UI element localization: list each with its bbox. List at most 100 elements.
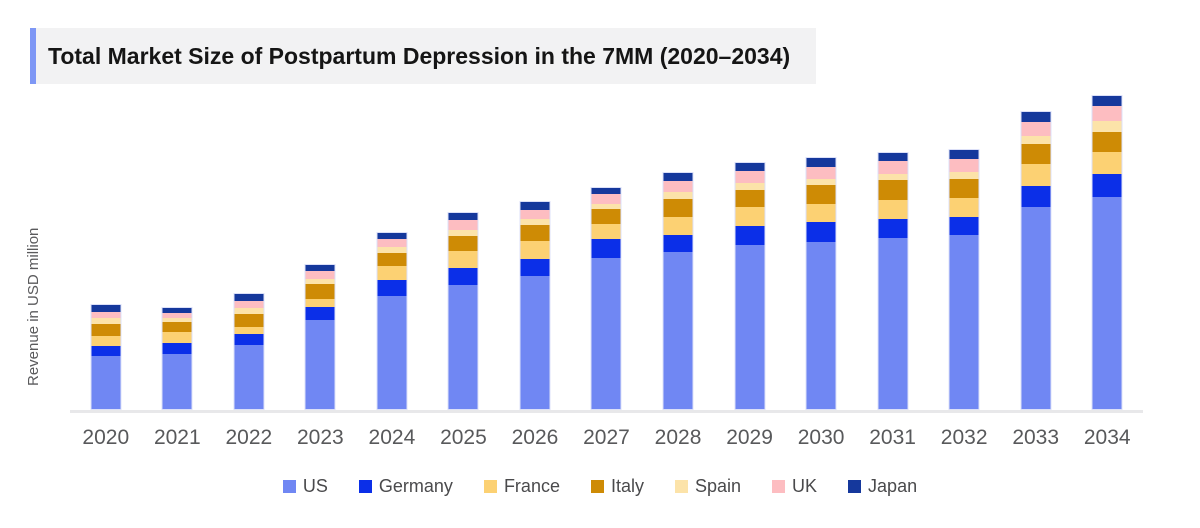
bar-segment-uk-2022 <box>234 300 264 308</box>
stacked-bar-2032 <box>948 149 980 410</box>
x-tick-label-2031: 2031 <box>869 426 916 449</box>
stacked-bar-2021 <box>161 306 193 410</box>
legend-item-japan: Japan <box>848 476 917 497</box>
bar-slot-2031 <box>857 88 929 410</box>
bar-slot-2020 <box>70 88 142 410</box>
bar-segment-germany-2023 <box>305 307 335 320</box>
bar-segment-uk-2031 <box>878 161 908 174</box>
legend-item-us: US <box>282 476 328 497</box>
bar-segment-spain-2024 <box>377 247 407 253</box>
bar-segment-italy-2028 <box>663 198 693 217</box>
bar-segment-italy-2021 <box>162 322 192 332</box>
bar-slot-2028 <box>642 88 714 410</box>
bar-segment-spain-2023 <box>305 278 335 284</box>
bar-slot-2022 <box>213 88 285 410</box>
bar-segment-italy-2032 <box>949 178 979 198</box>
bar-segment-uk-2021 <box>162 313 192 318</box>
bar-segment-us-2032 <box>949 235 979 409</box>
bars-row <box>70 88 1143 410</box>
bar-segment-japan-2034 <box>1092 96 1122 106</box>
bar-segment-italy-2029 <box>735 189 765 207</box>
bar-segment-us-2027 <box>591 257 621 409</box>
bar-segment-italy-2031 <box>878 180 908 200</box>
legend-label-france: France <box>503 476 560 496</box>
bar-segment-japan-2031 <box>878 152 908 161</box>
bar-segment-germany-2025 <box>448 267 478 285</box>
bar-segment-japan-2024 <box>377 233 407 239</box>
bar-segment-spain-2021 <box>162 318 192 322</box>
x-tick-label-2025: 2025 <box>440 426 487 449</box>
bar-segment-uk-2027 <box>591 194 621 204</box>
page-title: Total Market Size of Postpartum Depressi… <box>48 42 791 69</box>
bar-segment-france-2032 <box>949 197 979 217</box>
bar-segment-france-2020 <box>91 336 121 346</box>
bar-segment-uk-2026 <box>520 209 550 219</box>
bar-segment-uk-2033 <box>1021 122 1051 136</box>
bar-segment-germany-2031 <box>878 218 908 238</box>
x-tick-label-2030: 2030 <box>797 426 845 449</box>
bar-segment-germany-2026 <box>520 258 550 276</box>
legend-swatch-spain <box>674 480 688 493</box>
x-tick-label-2026: 2026 <box>511 426 559 449</box>
bar-segment-france-2024 <box>377 266 407 280</box>
x-tick-label-2032: 2032 <box>940 426 988 449</box>
x-tick-label-2024: 2024 <box>368 426 416 449</box>
legend-item-germany: Germany <box>358 476 453 497</box>
title-accent-bar <box>30 28 36 84</box>
bar-segment-us-2021 <box>162 354 192 409</box>
bar-segment-spain-2031 <box>878 173 908 180</box>
y-axis-label: Revenue in USD million <box>25 227 42 387</box>
bar-segment-italy-2027 <box>591 209 621 224</box>
stacked-bar-2029 <box>734 161 766 410</box>
bar-segment-uk-2030 <box>806 166 836 179</box>
legend-item-spain: Spain <box>674 476 741 497</box>
bar-segment-italy-2022 <box>234 314 264 327</box>
bar-segment-us-2028 <box>663 252 693 409</box>
chart-title-block: Total Market Size of Postpartum Depressi… <box>30 28 817 84</box>
bar-segment-germany-2033 <box>1021 185 1051 207</box>
bar-slot-2026 <box>499 88 571 410</box>
bar-segment-france-2021 <box>162 332 192 343</box>
chart-plot-area <box>70 88 1143 410</box>
bar-slot-2024 <box>356 88 428 410</box>
legend-swatch-us <box>282 480 296 493</box>
bar-segment-germany-2024 <box>377 280 407 296</box>
bar-segment-us-2022 <box>234 345 264 409</box>
bar-segment-spain-2030 <box>806 178 836 185</box>
legend-item-italy: Italy <box>590 476 644 497</box>
bar-segment-france-2027 <box>591 224 621 239</box>
stacked-bar-2028 <box>662 172 694 410</box>
legend-swatch-uk <box>772 480 786 493</box>
stacked-bar-2025 <box>447 211 479 410</box>
bar-segment-us-2033 <box>1021 207 1051 409</box>
legend-label-italy: Italy <box>610 476 644 496</box>
bar-segment-japan-2026 <box>520 202 550 210</box>
legend-label-germany: Germany <box>378 476 453 496</box>
bar-segment-germany-2030 <box>806 222 836 242</box>
legend-label-japan: Japan <box>868 476 918 496</box>
legend-label-uk: UK <box>792 476 818 496</box>
bar-segment-uk-2029 <box>735 171 765 183</box>
x-tick-label-2034: 2034 <box>1083 426 1131 449</box>
bar-segment-us-2025 <box>448 285 478 409</box>
bar-segment-spain-2034 <box>1092 120 1122 132</box>
bar-segment-germany-2029 <box>735 225 765 245</box>
bar-segment-japan-2025 <box>448 212 478 220</box>
bar-segment-uk-2020 <box>91 312 121 318</box>
legend-item-france: France <box>483 476 560 497</box>
bar-segment-italy-2025 <box>448 235 478 251</box>
bar-segment-france-2022 <box>234 326 264 334</box>
bar-segment-italy-2024 <box>377 252 407 266</box>
bar-segment-france-2026 <box>520 240 550 259</box>
bar-segment-italy-2020 <box>91 324 121 336</box>
bar-segment-france-2028 <box>663 217 693 235</box>
bar-segment-uk-2032 <box>949 158 979 172</box>
bar-segment-japan-2027 <box>591 187 621 194</box>
bar-segment-france-2025 <box>448 251 478 268</box>
legend-swatch-germany <box>358 480 372 493</box>
bar-segment-japan-2033 <box>1021 112 1051 122</box>
bar-segment-japan-2028 <box>663 173 693 181</box>
stacked-bar-2027 <box>590 186 622 410</box>
bar-slot-2021 <box>142 88 214 410</box>
bar-segment-france-2030 <box>806 203 836 222</box>
